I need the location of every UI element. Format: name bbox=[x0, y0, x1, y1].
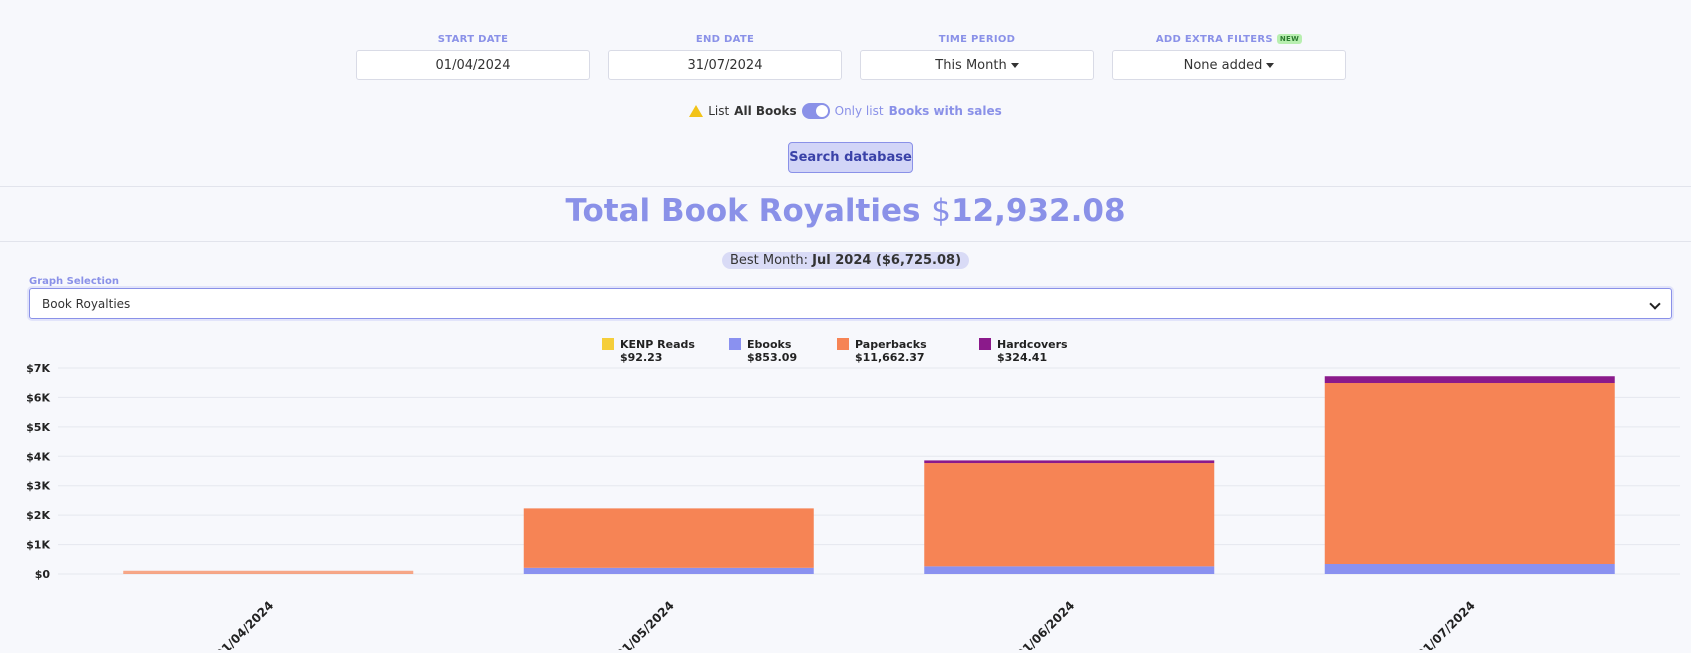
y-tick-label: $0 bbox=[35, 568, 51, 581]
graph-selection-dropdown[interactable]: Book Royalties bbox=[29, 288, 1672, 319]
legend-series-total: $324.41 bbox=[997, 351, 1047, 364]
bar-segment[interactable] bbox=[924, 463, 1215, 567]
bar-segment[interactable] bbox=[1324, 376, 1615, 384]
extra-filters-dropdown[interactable]: None added bbox=[1112, 50, 1346, 80]
caret-down-icon bbox=[1266, 62, 1275, 68]
time-period-dropdown[interactable]: This Month bbox=[860, 50, 1094, 80]
y-tick-label: $4K bbox=[26, 450, 50, 463]
bar-segment[interactable] bbox=[924, 566, 1215, 574]
bar-segment[interactable] bbox=[123, 570, 414, 574]
chevron-down-icon bbox=[1649, 298, 1661, 310]
y-tick-label: $2K bbox=[26, 509, 50, 522]
best-month-label: Best Month: bbox=[729, 253, 809, 268]
y-tick-label: $6K bbox=[26, 391, 50, 404]
search-database-button[interactable]: Search database bbox=[788, 142, 913, 173]
time-period-label: TIME PERIOD bbox=[938, 33, 1016, 45]
legend-swatch[interactable] bbox=[729, 338, 741, 350]
legend-series-total: $92.23 bbox=[620, 351, 662, 364]
end-date-label: END DATE bbox=[695, 33, 755, 45]
new-badge: NEW bbox=[1276, 34, 1303, 44]
sales-toggle-row: List All Books Only list Books with sale… bbox=[0, 103, 1691, 119]
extra-filters-label-text: ADD EXTRA FILTERS bbox=[1155, 33, 1273, 45]
extra-filters-value: None added bbox=[1183, 57, 1263, 73]
time-period-filter: TIME PERIOD This Month bbox=[860, 32, 1094, 80]
divider bbox=[0, 186, 1691, 187]
y-tick-label: $1K bbox=[26, 539, 50, 552]
extra-filters-label: ADD EXTRA FILTERS NEW bbox=[1155, 32, 1303, 46]
royalties-chart: $0 $1K $2K $3K $4K $5K $6K $7K 01/04/2024 01/05/2… bbox=[26, 338, 1680, 650]
toggle-right-bold: Books with sales bbox=[888, 104, 1002, 118]
start-date-input[interactable]: 01/04/2024 bbox=[356, 50, 590, 80]
filter-bar: START DATE 01/04/2024 END DATE 31/07/202… bbox=[356, 32, 1346, 80]
best-month: Best Month: Jul 2024 ($6,725.08) bbox=[0, 252, 1691, 269]
legend-series-total: $853.09 bbox=[747, 351, 797, 364]
warning-icon bbox=[689, 105, 704, 117]
start-date-filter: START DATE 01/04/2024 bbox=[356, 32, 590, 80]
best-month-value: Jul 2024 ($6,725.08) bbox=[812, 253, 962, 268]
extra-filters-filter: ADD EXTRA FILTERS NEW None added bbox=[1112, 32, 1346, 80]
legend-swatch[interactable] bbox=[979, 338, 991, 350]
total-amount: 12,932.08 bbox=[950, 193, 1126, 229]
bar-segment[interactable] bbox=[1324, 563, 1615, 574]
toggle-left-prefix: List bbox=[708, 104, 730, 118]
legend-swatch[interactable] bbox=[837, 338, 849, 350]
toggle-right-prefix: Only list bbox=[834, 104, 884, 118]
graph-selection-value: Book Royalties bbox=[42, 296, 131, 311]
toggle-left-bold: All Books bbox=[734, 104, 797, 118]
y-tick-label: $7K bbox=[26, 362, 50, 375]
total-label: Total Book Royalties bbox=[565, 193, 921, 229]
x-tick-label: 01/07/2024 bbox=[1414, 598, 1477, 650]
bar-segment[interactable] bbox=[1324, 383, 1615, 564]
legend-series-total: $11,662.37 bbox=[855, 351, 925, 364]
time-period-value: This Month bbox=[935, 57, 1007, 73]
x-tick-label: 01/05/2024 bbox=[613, 598, 676, 650]
x-tick-label: 01/06/2024 bbox=[1014, 598, 1077, 650]
caret-down-icon bbox=[1010, 62, 1019, 68]
total-royalties-heading: Total Book Royalties $12,932.08 bbox=[0, 193, 1691, 229]
legend-swatch[interactable] bbox=[602, 338, 614, 350]
legend-series-name[interactable]: Hardcovers bbox=[997, 338, 1068, 351]
legend-series-name[interactable]: Paperbacks bbox=[855, 338, 927, 351]
total-currency: $ bbox=[931, 193, 951, 229]
graph-selection-label: Graph Selection bbox=[29, 276, 119, 287]
toggle-knob bbox=[815, 105, 828, 117]
end-date-filter: END DATE 31/07/2024 bbox=[608, 32, 842, 80]
legend-series-name[interactable]: Ebooks bbox=[747, 338, 792, 351]
start-date-label: START DATE bbox=[437, 33, 509, 45]
y-tick-label: $3K bbox=[26, 480, 50, 493]
best-month-highlight: Best Month: Jul 2024 ($6,725.08) bbox=[721, 252, 970, 269]
books-with-sales-toggle[interactable] bbox=[801, 103, 830, 119]
bar-segment[interactable] bbox=[523, 508, 814, 568]
legend-series-name[interactable]: KENP Reads bbox=[620, 338, 695, 351]
bar-segment[interactable] bbox=[924, 460, 1215, 464]
y-tick-label: $5K bbox=[26, 421, 50, 434]
bar-segment[interactable] bbox=[523, 567, 814, 574]
divider bbox=[0, 241, 1691, 242]
end-date-input[interactable]: 31/07/2024 bbox=[608, 50, 842, 80]
x-tick-label: 01/04/2024 bbox=[213, 598, 276, 650]
